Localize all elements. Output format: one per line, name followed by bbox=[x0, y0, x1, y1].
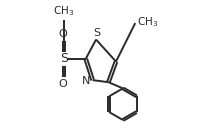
Text: CH$_3$: CH$_3$ bbox=[137, 15, 159, 29]
Text: O: O bbox=[58, 29, 67, 39]
Text: CH$_3$: CH$_3$ bbox=[53, 4, 74, 18]
Text: S: S bbox=[93, 28, 100, 37]
Text: S: S bbox=[60, 52, 68, 65]
Text: N: N bbox=[82, 76, 90, 86]
Text: O: O bbox=[58, 79, 67, 89]
